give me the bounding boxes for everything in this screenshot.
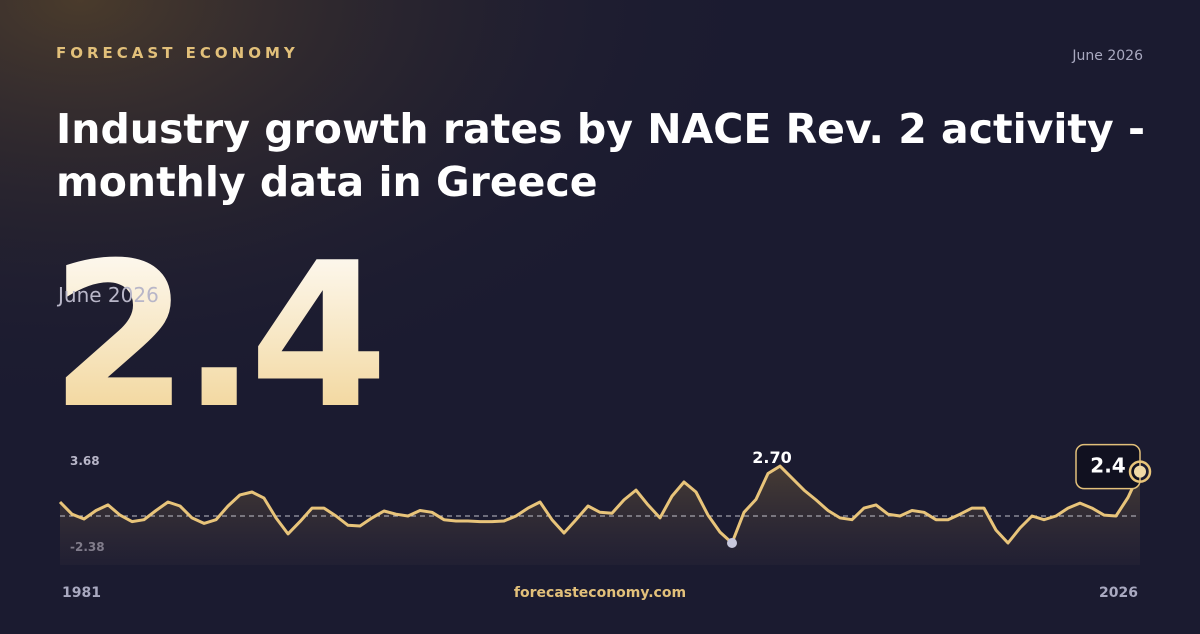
last-point-ring: [1128, 460, 1152, 483]
date: June 2026: [1071, 48, 1143, 64]
footer: forecasteconomy.com: [514, 585, 686, 601]
peak-label: 2.70: [752, 448, 791, 467]
headline-value: 2.4: [50, 220, 380, 453]
x-tick-label: 2026: [1099, 585, 1138, 601]
headline-date: June 2026: [56, 283, 159, 307]
title: monthly data in Greece: [56, 158, 598, 206]
min-point: [727, 537, 737, 548]
brand: FORECAST ECONOMY: [56, 44, 299, 62]
title: Industry growth rates by NACE Rev. 2 act…: [56, 105, 1145, 153]
last-value-label: 2.4: [1090, 454, 1125, 478]
line: [58, 464, 1142, 545]
sparkline: 3.68-2.38198120262.702.4: [58, 443, 1152, 601]
last-point: [1134, 465, 1146, 478]
y-tick-label: 3.68: [70, 454, 100, 468]
x-tick-label: 1981: [62, 585, 101, 601]
